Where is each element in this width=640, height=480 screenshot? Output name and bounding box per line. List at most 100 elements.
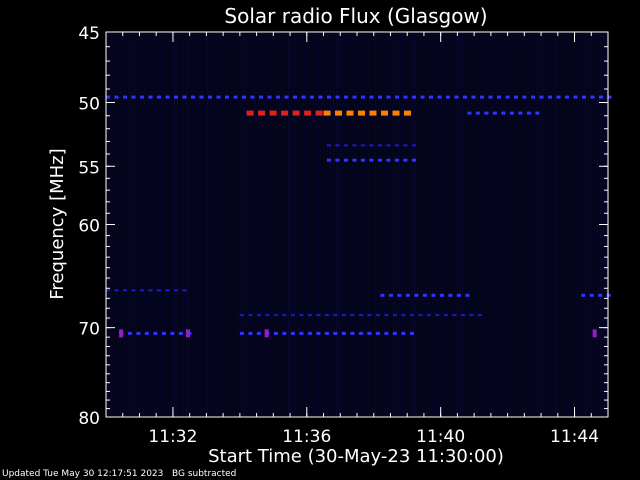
- noise-streak: [513, 33, 514, 416]
- noise-streak: [522, 33, 523, 416]
- emission-segment: [225, 96, 229, 99]
- emission-segment: [350, 314, 354, 316]
- emission-segment: [497, 96, 501, 99]
- emission-segment: [412, 96, 416, 99]
- noise-streak: [519, 33, 520, 416]
- emission-segment: [325, 314, 329, 316]
- emission-segment: [418, 314, 422, 316]
- noise-streak: [399, 33, 400, 416]
- emission-segment: [361, 96, 365, 99]
- emission-segment: [582, 96, 586, 99]
- noise-streak: [246, 33, 247, 416]
- noise-streak: [417, 33, 418, 416]
- noise-streak: [501, 33, 502, 416]
- emission-segment: [412, 144, 416, 146]
- emission-segment: [410, 314, 414, 316]
- noise-streak: [321, 33, 322, 416]
- emission-segment: [145, 332, 149, 335]
- emission-segment: [395, 159, 399, 162]
- noise-streak: [594, 33, 595, 416]
- noise-streak: [231, 33, 232, 416]
- noise-streak: [456, 33, 457, 416]
- emission-segment: [183, 96, 187, 99]
- emission-segment: [598, 294, 602, 297]
- emission-segment: [412, 159, 416, 162]
- emission-segment: [335, 159, 339, 162]
- emission-segment: [157, 289, 161, 291]
- noise-streak: [249, 33, 250, 416]
- noise-streak: [588, 33, 589, 416]
- emission-segment: [401, 332, 405, 335]
- emission-segment: [414, 294, 418, 297]
- noise-streak: [336, 33, 337, 416]
- emission-segment: [274, 332, 278, 335]
- emission-segment: [344, 159, 348, 162]
- emission-segment: [291, 314, 295, 316]
- noise-streak: [237, 33, 238, 416]
- y-tick-label: 55: [78, 158, 100, 178]
- emission-segment: [335, 144, 339, 146]
- noise-streak: [216, 33, 217, 416]
- noise-streak: [531, 33, 532, 416]
- emission-segment: [166, 289, 170, 291]
- x-tick-label: 11:36: [282, 427, 331, 447]
- emission-segment: [293, 111, 300, 116]
- emission-segment: [347, 111, 354, 116]
- noise-streak: [225, 33, 226, 416]
- noise-streak: [324, 33, 325, 416]
- emission-segment: [393, 314, 397, 316]
- noise-streak: [516, 33, 517, 416]
- noise-streak: [318, 33, 319, 416]
- noise-streak: [378, 33, 379, 416]
- noise-streak: [426, 33, 427, 416]
- emission-segment: [258, 111, 265, 116]
- emission-segment: [384, 332, 388, 335]
- noise-streak: [348, 33, 349, 416]
- emission-segment: [353, 96, 357, 99]
- noise-streak: [477, 33, 478, 416]
- noise-streak: [570, 33, 571, 416]
- noise-streak: [327, 33, 328, 416]
- emission-segment: [217, 96, 221, 99]
- emission-segment: [336, 96, 340, 99]
- noise-streak: [120, 33, 121, 416]
- emission-segment: [440, 294, 444, 297]
- noise-streak: [489, 33, 490, 416]
- noise-streak: [264, 33, 265, 416]
- noise-streak: [192, 33, 193, 416]
- noise-streak: [255, 33, 256, 416]
- noise-streak: [297, 33, 298, 416]
- emission-segment: [548, 96, 552, 99]
- noise-streak: [492, 33, 493, 416]
- noise-streak: [315, 33, 316, 416]
- emission-segment: [342, 332, 346, 335]
- emission-segment: [179, 332, 183, 335]
- emission-segment: [395, 96, 399, 99]
- noise-streak: [306, 33, 307, 416]
- noise-streak: [366, 33, 367, 416]
- noise-streak: [129, 33, 130, 416]
- emission-segment: [438, 96, 442, 99]
- emission-segment: [393, 332, 397, 335]
- emission-segment: [381, 111, 388, 116]
- emission-segment: [406, 294, 410, 297]
- noise-streak: [273, 33, 274, 416]
- emission-segment: [242, 96, 246, 99]
- emission-burst: [186, 329, 190, 337]
- noise-streak: [162, 33, 163, 416]
- noise-streak: [303, 33, 304, 416]
- emission-segment: [183, 289, 187, 291]
- emission-segment: [574, 96, 578, 99]
- emission-segment: [463, 96, 467, 99]
- emission-segment: [378, 159, 382, 162]
- noise-streak: [414, 33, 415, 416]
- noise-streak: [540, 33, 541, 416]
- noise-streak: [294, 33, 295, 416]
- emission-segment: [386, 144, 390, 146]
- noise-streak: [564, 33, 565, 416]
- emission-segment: [607, 294, 611, 297]
- noise-streak: [483, 33, 484, 416]
- emission-segment: [268, 96, 272, 99]
- noise-streak: [345, 33, 346, 416]
- emission-segment: [304, 111, 311, 116]
